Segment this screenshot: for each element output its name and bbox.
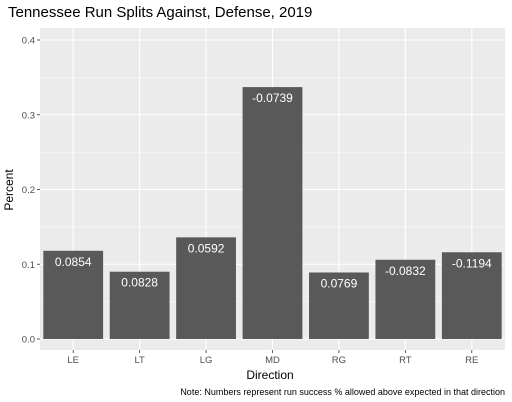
bar-rt — [375, 259, 436, 339]
x-tick-label-rt: RT — [399, 355, 412, 366]
bar-md — [242, 87, 303, 339]
bar-lg — [176, 237, 236, 339]
bar-rg — [309, 272, 369, 339]
bars-group — [43, 87, 502, 339]
data-label-re: -0.1194 — [452, 256, 492, 270]
data-label-md: -0.0739 — [252, 91, 293, 105]
data-label-le: 0.0854 — [55, 255, 92, 269]
x-tick-label-rg: RG — [332, 355, 346, 366]
x-axis-ticks: LE LT LG MD RG RT RE — [67, 350, 478, 366]
bar-labels-group: 0.0854 0.0828 0.0592 -0.0739 0.0769 -0.0832 -0… — [55, 91, 492, 290]
y-tick-label: 0.3 — [22, 110, 35, 121]
y-tick-label: 0.4 — [22, 36, 35, 47]
data-label-rg: 0.0769 — [321, 276, 358, 290]
x-tick-label-lt: LT — [134, 355, 145, 366]
y-tick-label: 0.2 — [22, 185, 35, 196]
x-tick-label-md: MD — [265, 355, 280, 366]
x-tick-label-re: RE — [465, 355, 478, 366]
bar-re — [441, 252, 502, 339]
data-label-lg: 0.0592 — [188, 241, 225, 255]
data-label-lt: 0.0828 — [121, 276, 158, 290]
y-tick-label: 0.0 — [22, 335, 35, 346]
chart-title: Tennessee Run Splits Against, Defense, 2… — [8, 4, 312, 21]
y-axis-label: Percent — [2, 169, 16, 211]
bar-le — [43, 250, 104, 339]
y-tick-label: 0.1 — [22, 260, 35, 271]
x-tick-label-lg: LG — [200, 355, 213, 366]
x-tick-label-le: LE — [67, 355, 79, 366]
bar-lt — [109, 271, 170, 339]
x-axis-label: Direction — [246, 368, 293, 382]
chart-caption: Note: Numbers represent run success % al… — [180, 387, 505, 397]
y-axis-ticks: 0.0 0.1 0.2 0.3 0.4 — [22, 36, 40, 346]
data-label-rt: -0.0832 — [385, 264, 426, 278]
